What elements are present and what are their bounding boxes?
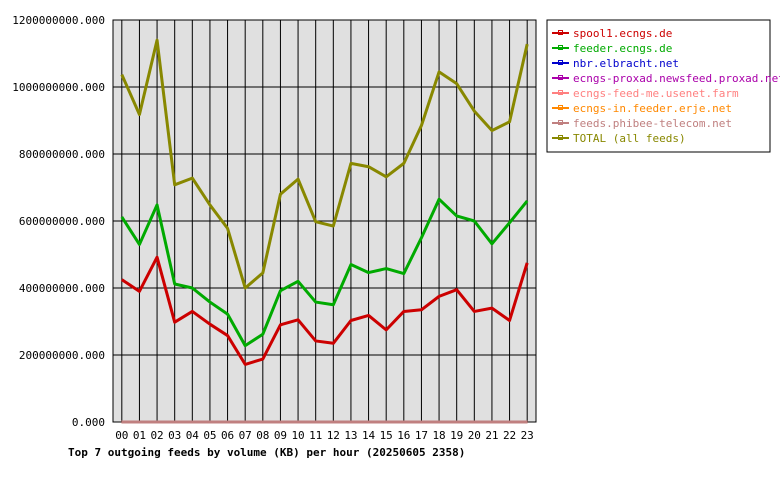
x-tick-label: 02 <box>150 429 163 442</box>
x-tick-label: 13 <box>344 429 357 442</box>
y-tick-label: 400000000.000 <box>19 282 105 295</box>
x-tick-label: 19 <box>450 429 463 442</box>
x-tick-label: 23 <box>521 429 534 442</box>
legend-label: TOTAL (all feeds) <box>573 132 686 145</box>
legend-item: ecngs-in.feeder.erje.net <box>552 102 732 115</box>
y-tick-label: 800000000.000 <box>19 148 105 161</box>
legend-item: spool1.ecngs.de <box>552 27 672 40</box>
legend-marker <box>558 105 563 110</box>
chart-title: Top 7 outgoing feeds by volume (KB) per … <box>68 446 465 459</box>
x-tick-label: 06 <box>221 429 234 442</box>
legend: spool1.ecngs.de feeder.ecngs.de nbr.elbrac… <box>546 19 780 153</box>
legend-item: ecngs-feed-me.usenet.farm <box>552 87 739 100</box>
legend-label: spool1.ecngs.de <box>573 27 672 40</box>
legend-marker <box>558 135 563 140</box>
x-tick-label: 12 <box>327 429 340 442</box>
legend-marker <box>558 60 563 65</box>
legend-item: feeds.phibee-telecom.net <box>552 117 732 130</box>
series-lines <box>120 38 529 424</box>
y-tick-label: 200000000.000 <box>19 349 105 362</box>
x-tick-label: 07 <box>239 429 252 442</box>
legend-marker <box>558 45 563 50</box>
legend-marker <box>558 90 563 95</box>
legend-label: ecngs-in.feeder.erje.net <box>573 102 732 115</box>
legend-label: feeds.phibee-telecom.net <box>573 117 732 130</box>
legend-marker <box>558 75 563 80</box>
x-tick-label: 14 <box>362 429 376 442</box>
x-tick-label: 00 <box>115 429 128 442</box>
series-line-spool1-ecngs-de <box>120 255 529 366</box>
legend-label: feeder.ecngs.de <box>573 42 672 55</box>
legend-box <box>546 19 771 153</box>
series-line-feeder-ecngs-de <box>120 197 529 348</box>
y-tick-label: 0.000 <box>72 416 105 429</box>
y-tick-label: 1000000000.000 <box>12 81 105 94</box>
legend-label: ecngs-feed-me.usenet.farm <box>573 87 739 100</box>
series-line-total-all-feeds- <box>120 38 529 290</box>
x-tick-label: 17 <box>415 429 428 442</box>
legend-marker <box>558 120 563 125</box>
x-tick-label: 11 <box>309 429 322 442</box>
legend-item: feeder.ecngs.de <box>552 42 672 55</box>
x-tick-label: 05 <box>203 429 216 442</box>
x-tick-label: 20 <box>468 429 481 442</box>
y-tick-label: 1200000000.000 <box>12 14 105 27</box>
x-tick-label: 18 <box>432 429 445 442</box>
x-tick-label: 21 <box>485 429 498 442</box>
legend-item: nbr.elbracht.net <box>552 57 679 70</box>
legend-label: nbr.elbracht.net <box>573 57 679 70</box>
legend-marker <box>558 30 563 35</box>
x-tick-label: 01 <box>133 429 146 442</box>
x-tick-label: 15 <box>380 429 393 442</box>
x-tick-label: 16 <box>397 429 410 442</box>
x-tick-label: 08 <box>256 429 269 442</box>
y-tick-label: 600000000.000 <box>19 215 105 228</box>
legend-label: ecngs-proxad.newsfeed.proxad.net <box>573 72 780 85</box>
x-tick-label: 22 <box>503 429 516 442</box>
x-tick-label: 03 <box>168 429 181 442</box>
legend-item: TOTAL (all feeds) <box>552 132 686 145</box>
legend-item: ecngs-proxad.newsfeed.proxad.net <box>552 72 780 85</box>
x-tick-label: 04 <box>186 429 200 442</box>
x-tick-label: 10 <box>291 429 304 442</box>
x-tick-label: 09 <box>274 429 287 442</box>
y-axis-tick-labels: 0.000 200000000.000 400000000.000 600000000… <box>12 14 105 429</box>
x-axis-tick-labels: 00 01 02 03 04 05 06 07 08 09 10 11 12 13 14 15 16 17 18 19… <box>115 429 534 442</box>
